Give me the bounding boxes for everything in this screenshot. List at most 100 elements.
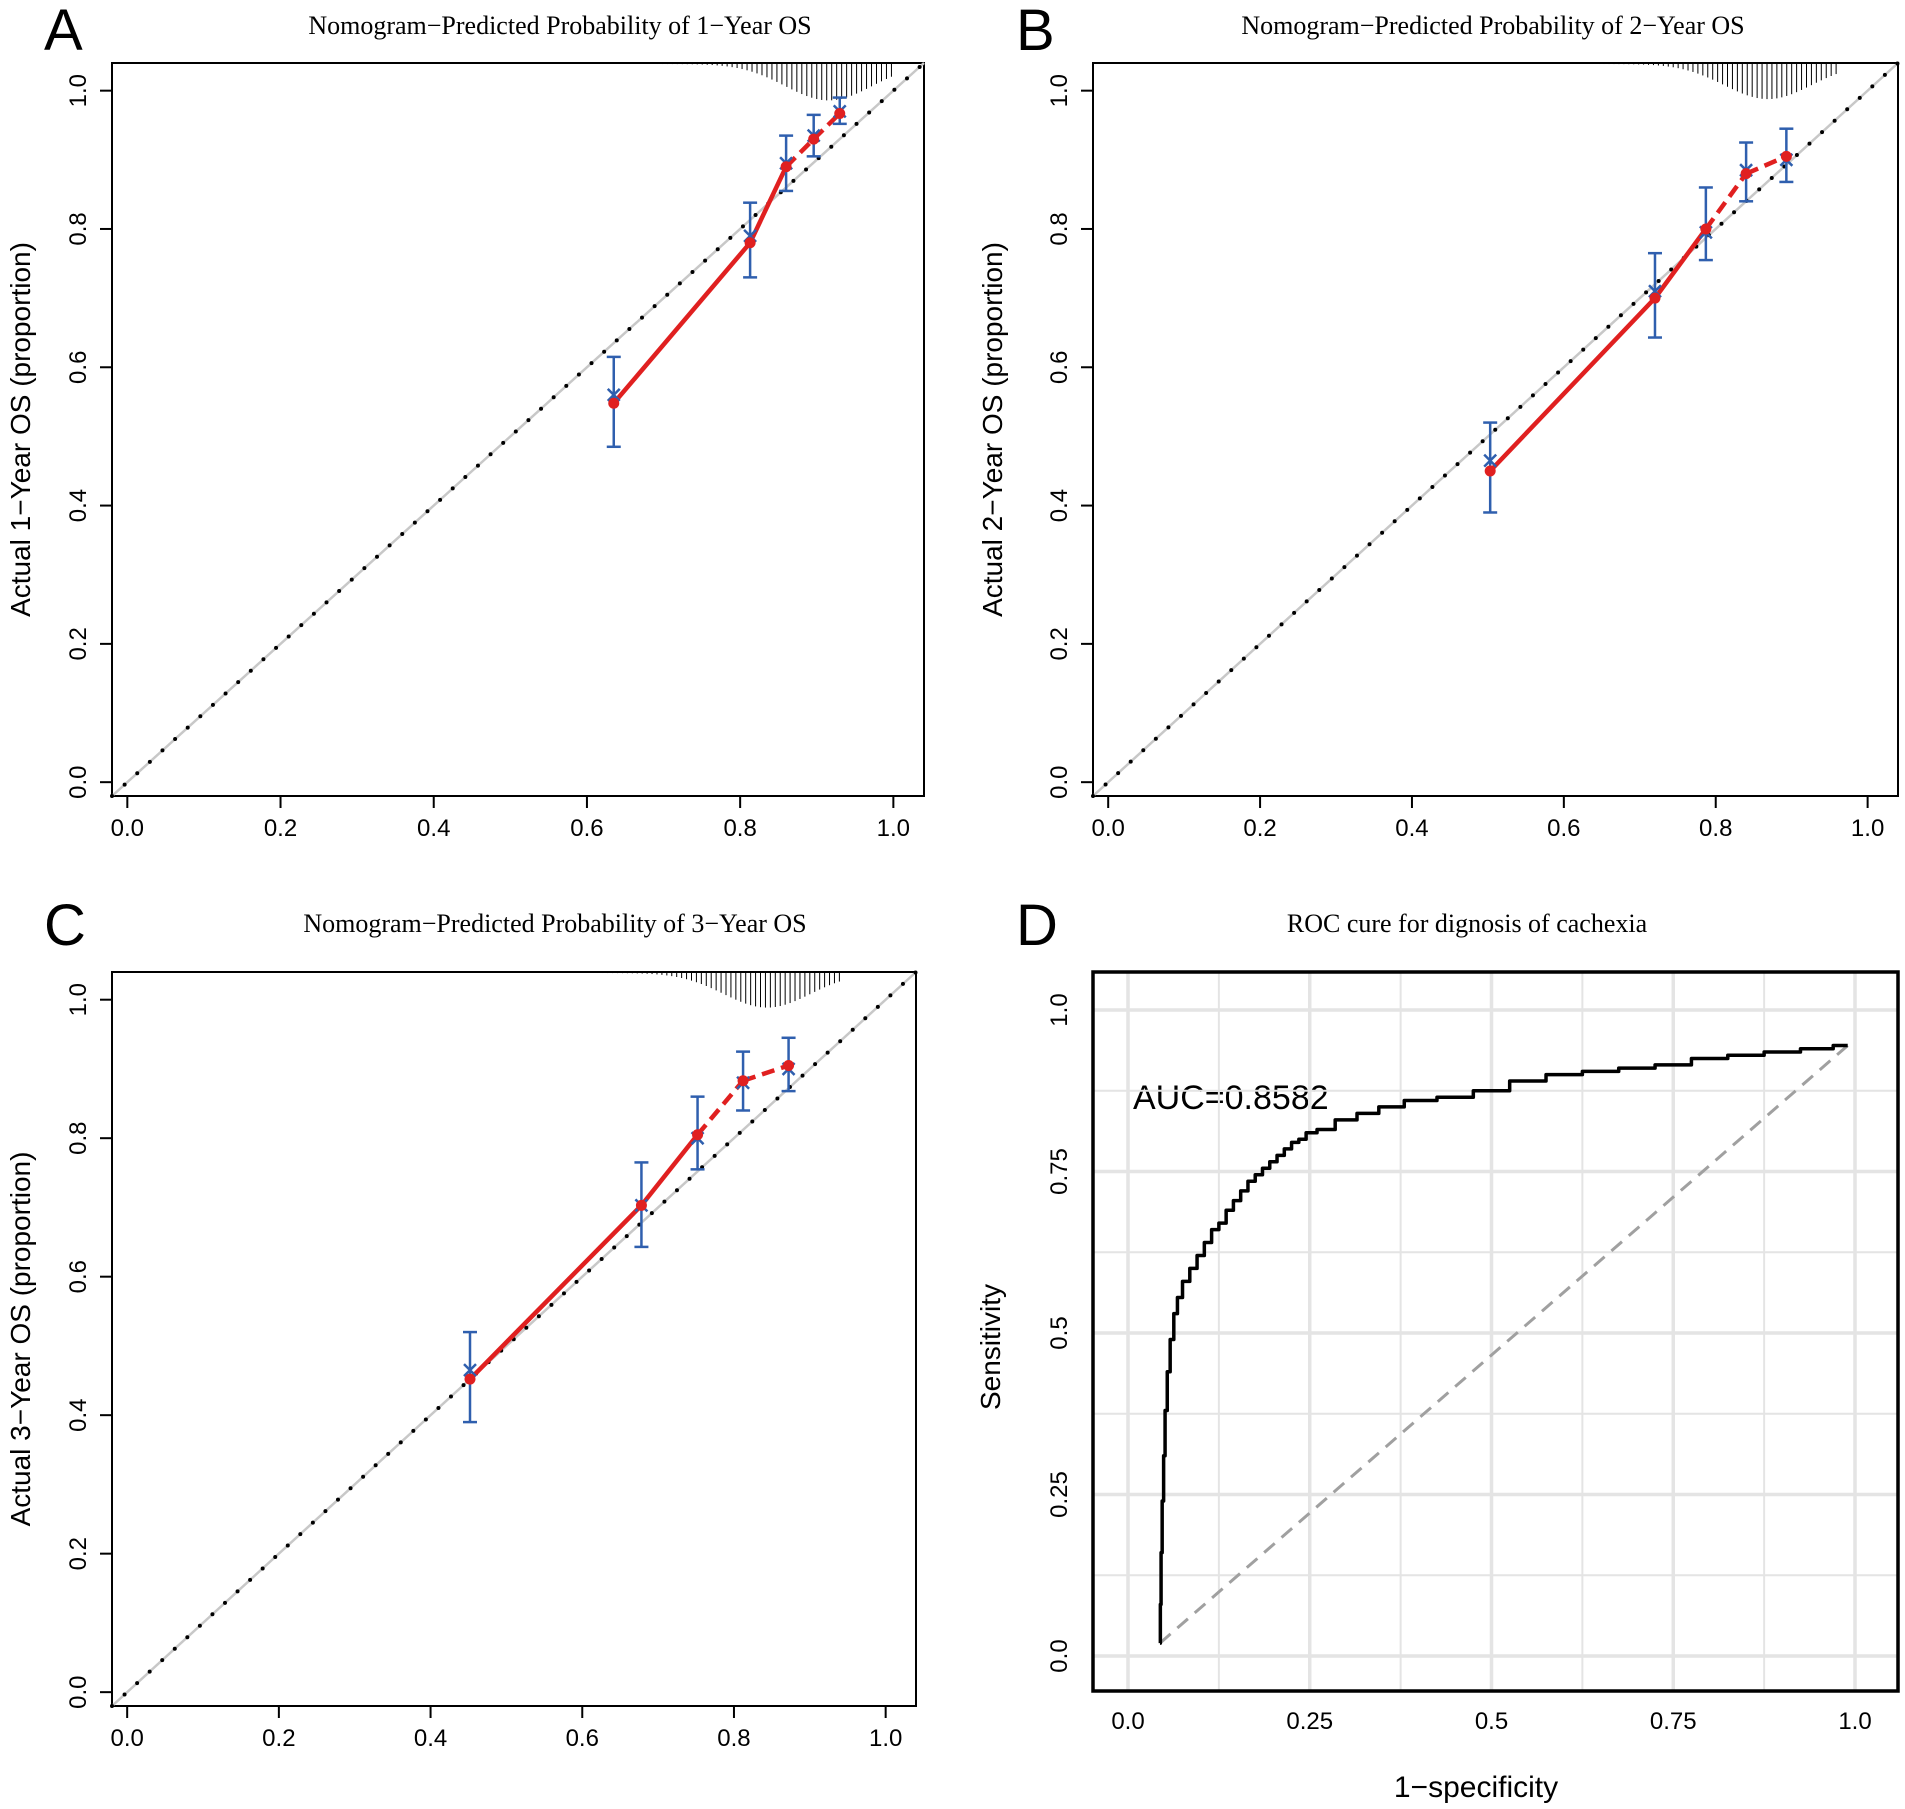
calibration-segment: [695, 1079, 745, 1137]
calibration-segment: [468, 1203, 644, 1381]
x-tick-label: 0.4: [1395, 815, 1428, 842]
y-tick-label: 0.6: [1046, 351, 1073, 384]
y-tick-label: 1.0: [65, 983, 92, 1016]
panel-letter-c: C: [44, 893, 86, 958]
calibration-point: [1740, 168, 1752, 180]
x-tick-label: 0.2: [1243, 815, 1276, 842]
chart-title: Nomogram−Predicted Probability of 1−Year…: [308, 11, 811, 40]
y-tick-label: 0.8: [1046, 212, 1073, 245]
x-axis-label: 1−specificity: [1394, 1771, 1558, 1804]
y-tick-label: 0.0: [1046, 765, 1073, 798]
y-tick-label: 0.0: [65, 1675, 92, 1708]
panel-letter-b: B: [1016, 0, 1055, 63]
chance-diagonal: [1159, 1044, 1849, 1645]
y-tick-label: 0.75: [1046, 1148, 1073, 1195]
x-tick-label: 0.6: [1547, 815, 1580, 842]
calibration-point: [1780, 150, 1792, 162]
y-tick-label: 0.6: [65, 351, 92, 384]
y-tick-label: 0.5: [1046, 1316, 1073, 1349]
calibration-segment: [1704, 172, 1748, 231]
calibration-point: [1484, 465, 1496, 477]
calibration-segment: [1653, 227, 1708, 300]
ideal-line: [1091, 61, 1900, 798]
roc-curve: [1158, 1043, 1848, 1645]
observed-marker: [463, 1363, 477, 1378]
calibration-point: [464, 1373, 476, 1385]
y-tick-label: 0.0: [1046, 1639, 1073, 1672]
x-tick-label: 0.2: [264, 815, 297, 842]
panel-a: A Nomogram−Predicted Probability of 1−Ye…: [5, 0, 926, 842]
calibration-point: [737, 1075, 749, 1087]
y-axis-label: Actual 2−Year OS (proportion): [977, 242, 1008, 617]
calibration-segment: [784, 137, 816, 169]
calibration-point: [692, 1129, 704, 1141]
x-tick-label: 1.0: [877, 815, 910, 842]
calibration-point: [635, 1199, 647, 1211]
y-tick-label: 0.4: [65, 1398, 92, 1431]
y-tick-label: 1.0: [65, 74, 92, 107]
panel-c: C Nomogram−Predicted Probability of 3−Ye…: [5, 893, 918, 1752]
y-axis-label: Sensitivity: [975, 1284, 1006, 1410]
y-tick-label: 0.2: [1046, 627, 1073, 660]
panel-d: D ROC cure for dignosis of cachexia AUC=…: [975, 893, 1900, 1804]
x-tick-label: 0.0: [111, 815, 144, 842]
x-tick-label: 0.8: [717, 1725, 750, 1752]
x-tick-label: 0.8: [723, 815, 756, 842]
x-tick-label: 0.4: [414, 1725, 447, 1752]
calibration-segment: [612, 241, 752, 405]
panel-b: B Nomogram−Predicted Probability of 2−Ye…: [977, 0, 1900, 842]
chart-title: Nomogram−Predicted Probability of 2−Year…: [1241, 11, 1744, 40]
y-tick-label: 0.8: [65, 1122, 92, 1155]
x-tick-label: 1.0: [869, 1725, 902, 1752]
x-tick-label: 0.4: [417, 815, 450, 842]
calibration-segment: [742, 1063, 790, 1083]
y-tick-label: 0.0: [65, 765, 92, 798]
x-tick-label: 0.2: [262, 1725, 295, 1752]
y-axis-label: Actual 1−Year OS (proportion): [5, 242, 36, 617]
panel-letter-d: D: [1016, 893, 1058, 958]
calibration-point: [1649, 292, 1661, 304]
y-tick-label: 0.8: [65, 212, 92, 245]
y-tick-label: 0.4: [65, 489, 92, 522]
observed-marker: [606, 388, 621, 402]
calibration-point: [1700, 223, 1712, 235]
y-tick-label: 1.0: [1046, 993, 1073, 1026]
x-tick-label: 0.0: [1111, 1708, 1144, 1735]
x-tick-label: 0.6: [566, 1725, 599, 1752]
calibration-segment: [639, 1133, 700, 1207]
auc-annotation: AUC=0.8582: [1133, 1079, 1329, 1117]
y-tick-label: 0.6: [65, 1260, 92, 1293]
y-axis-label: Actual 3−Year OS (proportion): [5, 1152, 36, 1527]
calibration-point: [744, 237, 756, 249]
ideal-line: [110, 970, 918, 1708]
calibration-point: [780, 161, 792, 173]
y-tick-label: 0.4: [1046, 489, 1073, 522]
calibration-point: [608, 397, 620, 409]
calibration-segment: [1488, 296, 1657, 473]
calibration-point: [834, 107, 846, 119]
x-tick-label: 1.0: [1838, 1708, 1871, 1735]
chart-title: Nomogram−Predicted Probability of 3−Year…: [303, 909, 806, 938]
calibration-segment: [812, 111, 842, 141]
calibration-point: [783, 1059, 795, 1071]
observed-marker: [1483, 453, 1498, 468]
chart-title: ROC cure for dignosis of cachexia: [1287, 909, 1648, 938]
calibration-segment: [1745, 154, 1788, 176]
x-tick-label: 0.25: [1286, 1708, 1333, 1735]
y-tick-label: 0.2: [65, 1537, 92, 1570]
reference-line: [111, 62, 925, 797]
y-tick-label: 1.0: [1046, 74, 1073, 107]
plot-frame: [1091, 970, 1900, 1693]
x-tick-label: 0.0: [1092, 815, 1125, 842]
x-tick-label: 0.0: [110, 1725, 143, 1752]
y-tick-label: 0.25: [1046, 1471, 1073, 1518]
y-tick-label: 0.2: [65, 627, 92, 660]
x-tick-label: 0.8: [1699, 815, 1732, 842]
x-tick-label: 0.6: [570, 815, 603, 842]
x-tick-label: 1.0: [1851, 815, 1884, 842]
x-tick-label: 0.5: [1475, 1708, 1508, 1735]
panel-letter-a: A: [44, 0, 83, 63]
calibration-point: [808, 133, 820, 145]
x-tick-label: 0.75: [1650, 1708, 1697, 1735]
